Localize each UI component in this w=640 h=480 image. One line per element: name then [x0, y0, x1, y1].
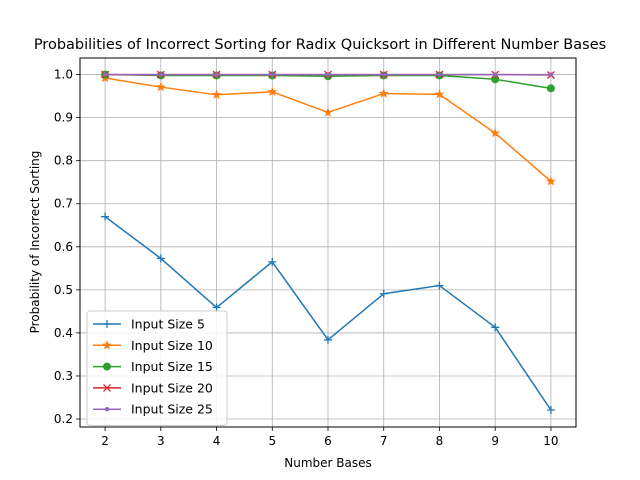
legend-item: Input Size 10 — [93, 338, 213, 353]
data-point — [437, 72, 442, 77]
y-tick-label: 0.4 — [54, 326, 73, 340]
legend-label: Input Size 15 — [131, 359, 213, 374]
x-tick-label: 2 — [101, 434, 109, 448]
data-point — [324, 335, 332, 344]
data-point — [434, 89, 445, 99]
data-point — [212, 303, 221, 312]
y-tick-label: 0.6 — [54, 240, 73, 254]
legend-item: Input Size 25 — [93, 402, 213, 417]
legend-marker — [103, 362, 111, 371]
legend-marker — [102, 340, 112, 350]
legend-item: Input Size 15 — [93, 359, 213, 374]
legend-label: Input Size 25 — [131, 402, 213, 417]
y-tick-label: 0.8 — [54, 154, 73, 168]
data-point — [323, 107, 333, 117]
data-point — [214, 72, 219, 77]
legend: Input Size 5 Input Size 10 Input Size 15 In… — [86, 310, 228, 426]
data-point — [490, 127, 501, 138]
x-tick-label: 8 — [436, 434, 444, 448]
x-tick-label: 7 — [380, 434, 388, 448]
legend-marker — [103, 383, 111, 392]
x-axis-ticks: 2 3 4 5 6 7 8 9 10 — [101, 427, 559, 448]
legend-box — [86, 310, 228, 426]
data-point — [546, 176, 556, 186]
x-axis-label: Number Bases — [284, 456, 372, 470]
data-point — [378, 88, 389, 98]
series-1 — [101, 212, 555, 414]
legend-label: Input Size 10 — [131, 338, 213, 353]
legend-item: Input Size 20 — [93, 380, 213, 395]
data-point — [268, 257, 277, 266]
x-tick-label: 3 — [157, 434, 165, 448]
data-point — [548, 72, 554, 77]
legend-label: Input Size 5 — [131, 317, 205, 332]
data-point — [270, 72, 275, 77]
data-point — [156, 254, 165, 263]
grid-lines — [80, 58, 576, 427]
y-tick-label: 0.2 — [54, 412, 73, 426]
x-tick-label: 9 — [491, 434, 499, 448]
legend-marker — [103, 320, 111, 328]
data-point — [546, 405, 555, 414]
data-point — [155, 81, 166, 92]
data-point — [267, 86, 278, 96]
y-tick-label: 0.9 — [54, 111, 73, 125]
data-point — [325, 72, 331, 77]
legend-item: Input Size 5 — [93, 317, 205, 332]
data-point — [546, 84, 555, 93]
data-point — [101, 212, 110, 221]
y-tick-label: 0.5 — [54, 283, 73, 297]
y-axis-label: Probability of Incorrect Sorting — [28, 151, 42, 334]
data-point — [158, 72, 164, 77]
x-tick-label: 4 — [213, 434, 221, 448]
data-point — [211, 89, 222, 99]
y-axis-ticks: 0.2 0.3 0.4 0.5 0.6 0.7 0.8 0.9 1.0 — [54, 68, 80, 426]
chart-title: Probabilities of Incorrect Sorting for R… — [34, 37, 606, 53]
data-point — [492, 72, 498, 77]
data-point — [379, 289, 388, 298]
data-point — [102, 72, 108, 77]
legend-marker — [104, 407, 110, 412]
y-tick-label: 0.7 — [54, 197, 73, 211]
y-tick-label: 0.3 — [54, 369, 73, 383]
data-point — [491, 323, 500, 332]
x-tick-label: 5 — [268, 434, 276, 448]
x-tick-label: 6 — [324, 434, 332, 448]
series-layer — [100, 70, 556, 414]
data-point — [435, 281, 444, 290]
x-tick-label: 10 — [543, 434, 558, 448]
y-tick-label: 1.0 — [54, 68, 73, 82]
data-point — [381, 72, 386, 77]
legend-label: Input Size 20 — [131, 380, 213, 395]
series-5 — [102, 72, 554, 77]
